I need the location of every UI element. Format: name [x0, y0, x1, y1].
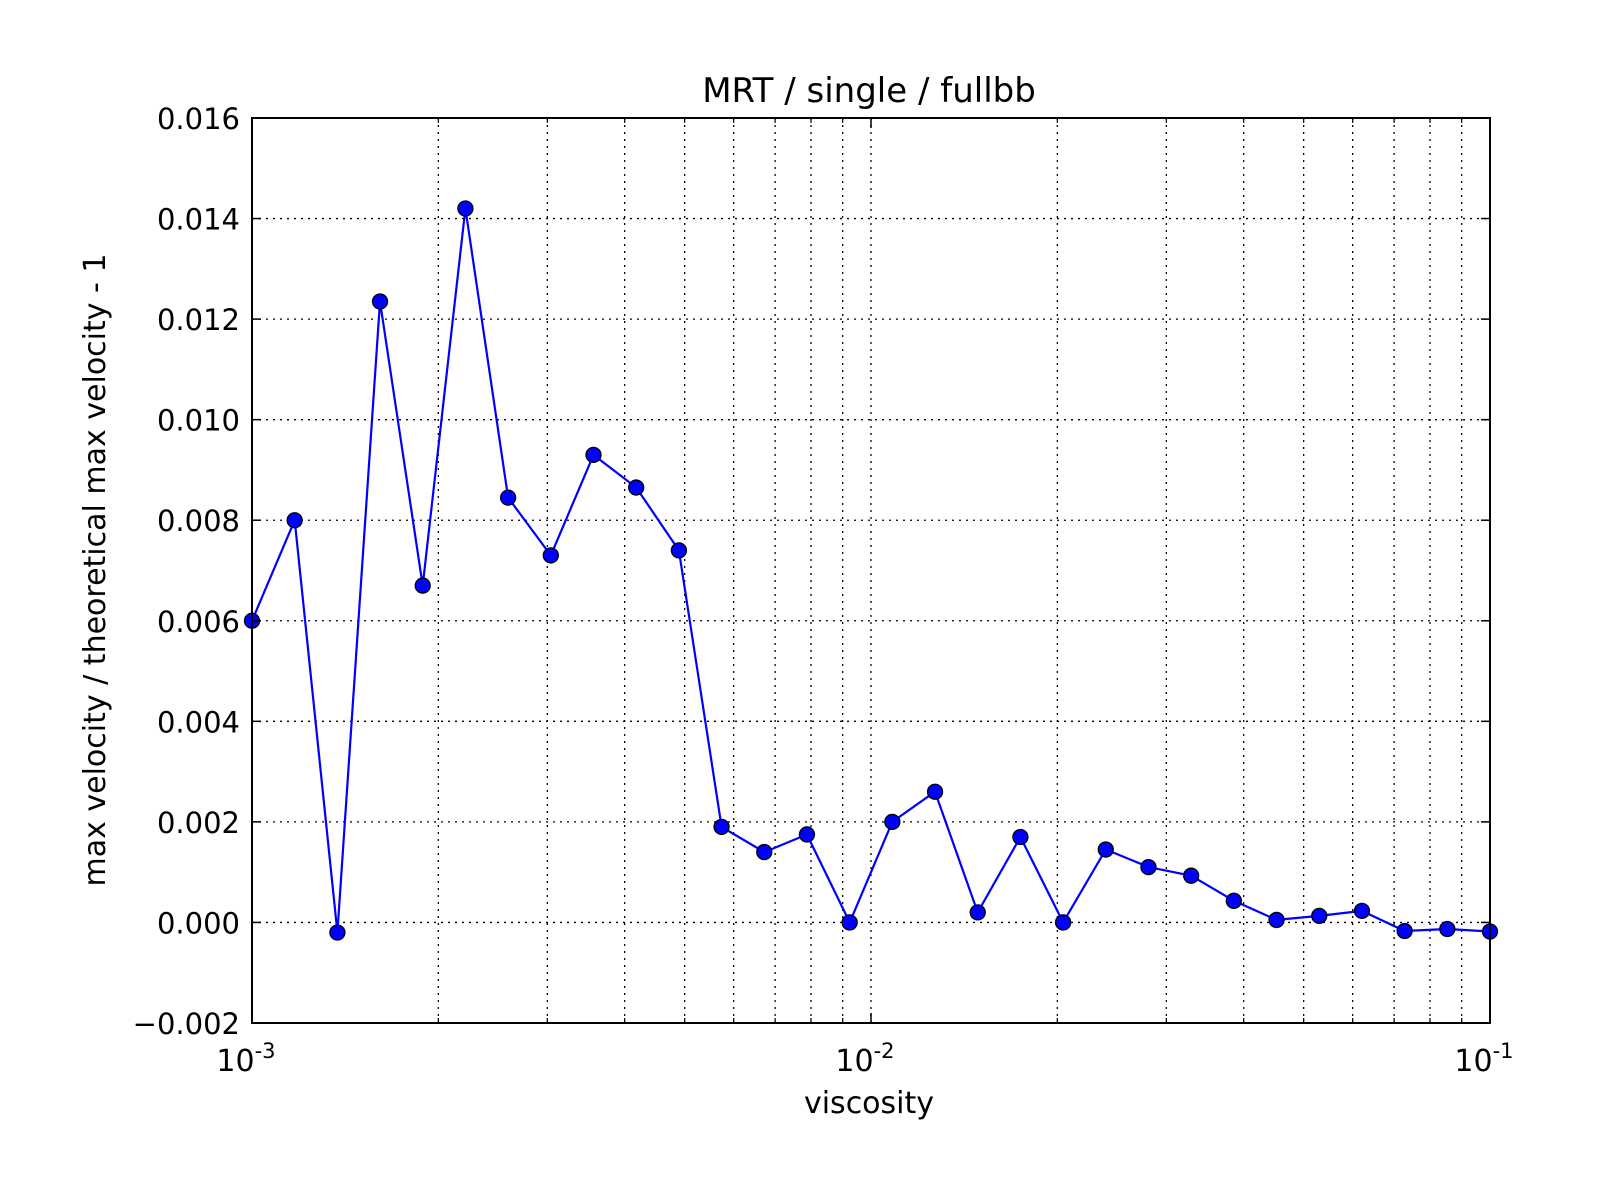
data-point: [1353, 902, 1371, 920]
x-tick-label: 10-3: [216, 1039, 275, 1079]
y-axis: −0.002 0.000 0.002 0.004 0.006 0.008 0.010 0.01…: [133, 102, 1490, 1041]
data-point: [841, 914, 858, 931]
y-tick-label: 0.004: [157, 705, 240, 739]
data-point: [884, 813, 901, 831]
y-tick-label: 0.016: [157, 102, 240, 136]
x-axis-label: viscosity: [804, 1086, 934, 1121]
x-tick-label: 10-2: [835, 1039, 894, 1079]
data-point: [628, 479, 645, 496]
data-point: [1097, 841, 1114, 858]
x-tick-label: 10-1: [1454, 1039, 1513, 1079]
x-axis: 10-3 10-2 10-1: [216, 118, 1514, 1079]
data-point: [542, 547, 559, 564]
data-points: [243, 200, 1499, 941]
y-tick-label: 0.002: [157, 806, 240, 840]
data-point: [1012, 828, 1029, 846]
data-point: [756, 843, 773, 861]
data-point: [1225, 892, 1243, 909]
data-point: [1439, 920, 1456, 938]
y-tick-label: 0.014: [157, 203, 240, 237]
data-point: [1396, 922, 1413, 940]
y-tick-label: 0.010: [157, 404, 240, 438]
data-point: [286, 512, 303, 529]
data-point: [926, 783, 944, 800]
data-point: [1140, 858, 1157, 876]
y-tick-label: 0.012: [157, 303, 240, 337]
data-point: [414, 577, 431, 594]
y-tick-label: 0.006: [157, 605, 240, 639]
data-point: [1311, 907, 1328, 925]
data-point: [585, 446, 602, 464]
data-point: [713, 818, 730, 836]
data-point: [371, 293, 389, 310]
data-point: [329, 924, 346, 941]
y-tick-label: 0.008: [157, 504, 240, 538]
data-point: [1054, 914, 1072, 931]
y-tick-label: −0.002: [133, 1007, 240, 1041]
chart-title: MRT / single / fullbb: [702, 71, 1036, 111]
data-point: [670, 542, 688, 559]
data-point: [457, 200, 474, 217]
y-tick-label: 0.000: [157, 906, 240, 940]
data-point: [798, 826, 816, 843]
data-point: [1268, 911, 1285, 929]
data-point: [499, 489, 517, 506]
data-point: [1183, 867, 1200, 884]
data-point: [969, 904, 986, 921]
y-axis-label: max velocity / theoretical max velocity …: [78, 253, 113, 886]
